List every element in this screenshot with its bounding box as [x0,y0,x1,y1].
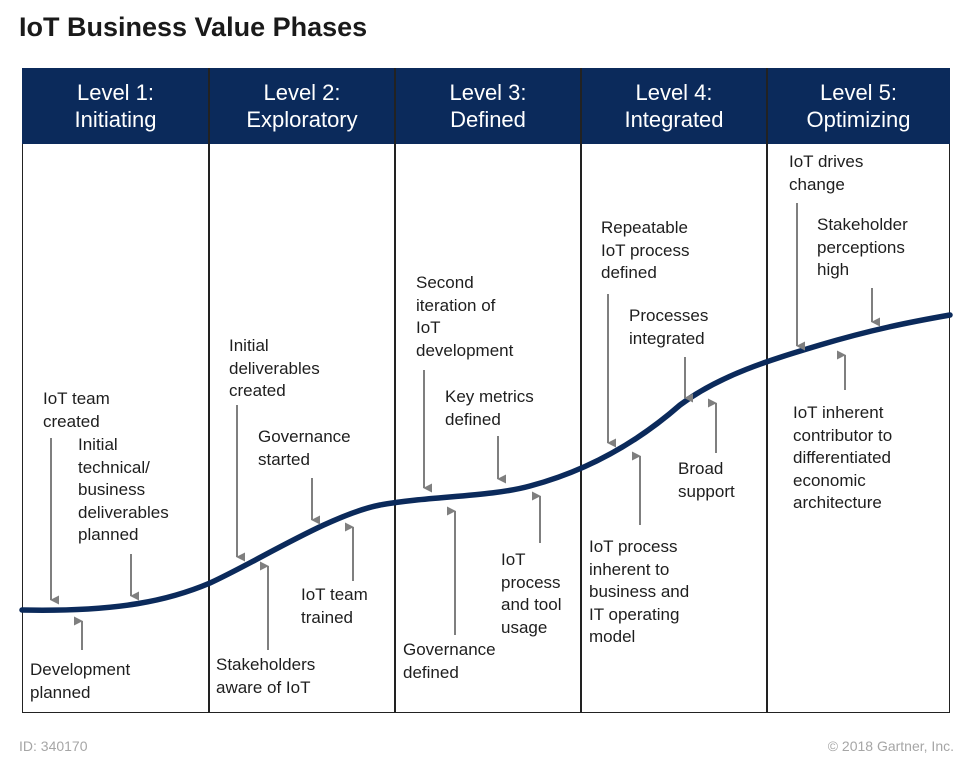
column-divider [208,68,210,713]
label-iot-team-trained: IoT team trained [301,585,368,627]
level-3-header: Level 3: Defined [395,68,581,144]
label-broad-support: Broad support [678,459,735,501]
level-4-name: Level 4: [635,80,713,105]
document-id: ID: 340170 [19,738,88,754]
level-1-header: Level 1: Initiating [22,68,209,144]
level-4-phase: Integrated [624,107,724,132]
label-initial-technical-deliverables: Initial technical/ business deliverables… [78,435,169,544]
label-development-planned: Development planned [30,660,131,702]
level-2-header: Level 2: Exploratory [209,68,395,144]
level-5-name: Level 5: [819,80,898,105]
label-repeatable-iot-process: Repeatable IoT process defined [601,218,690,282]
label-iot-inherent-contributor: IoT inherent contributor to differentiat… [793,403,893,512]
level-3-name: Level 3: [449,80,527,105]
label-processes-integrated: Processes integrated [629,306,709,348]
value-curve [19,312,953,613]
level-3-phase: Defined [450,107,526,132]
label-stakeholders-aware: Stakeholders aware of IoT [216,655,316,697]
label-key-metrics-defined: Key metrics defined [445,387,534,429]
column-divider [394,68,396,713]
copyright: © 2018 Gartner, Inc. [827,738,954,754]
level-1-name: Level 1: [76,80,155,105]
label-iot-process-tool-usage: IoT process and tool usage [501,550,562,637]
column-divider [580,68,582,713]
label-iot-team-created: IoT team created [43,389,110,431]
label-governance-started: Governance started [258,427,351,469]
label-second-iteration: Second iteration of IoT development [416,273,514,360]
level-4-header: Level 4: Integrated [581,68,767,144]
level-5-phase: Optimizing [806,107,911,132]
level-2-name: Level 2: [263,80,341,105]
level-5-header: Level 5: Optimizing [767,68,950,144]
label-iot-drives-change: IoT drives change [789,152,864,194]
column-divider [766,68,768,713]
level-2-phase: Exploratory [246,107,358,132]
label-iot-process-inherent: IoT process inherent to business and IT … [589,537,690,646]
label-initial-deliverables-created: Initial deliverables created [229,336,320,400]
page-title: IoT Business Value Phases [19,12,368,42]
label-governance-defined: Governance defined [403,640,496,682]
label-stakeholder-perceptions-high: Stakeholder perceptions high [817,215,908,279]
level-1-phase: Initiating [74,107,157,132]
